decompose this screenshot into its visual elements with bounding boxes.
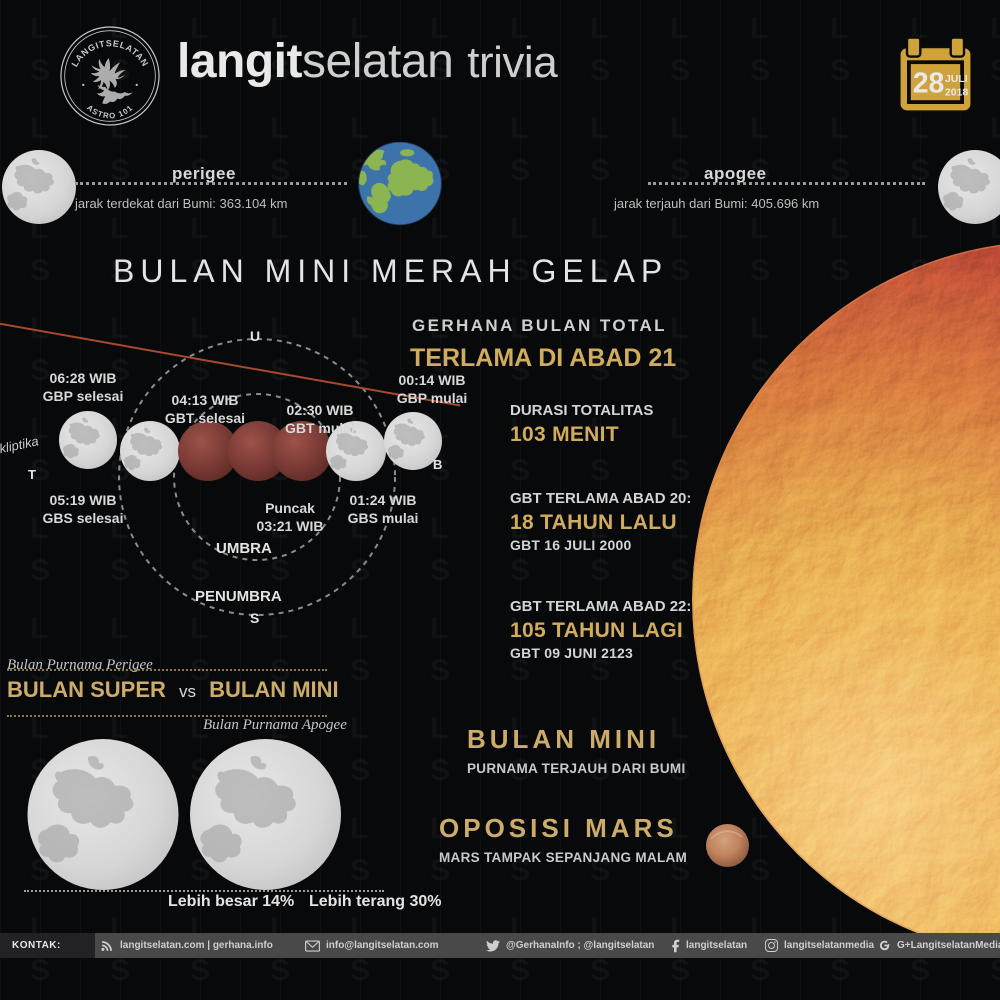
svg-text:JULI: JULI [945,74,968,85]
svg-text:2018: 2018 [945,87,968,98]
svg-text:28: 28 [913,68,945,100]
svg-text:LANGITSELATAN: LANGITSELATAN [69,38,150,68]
